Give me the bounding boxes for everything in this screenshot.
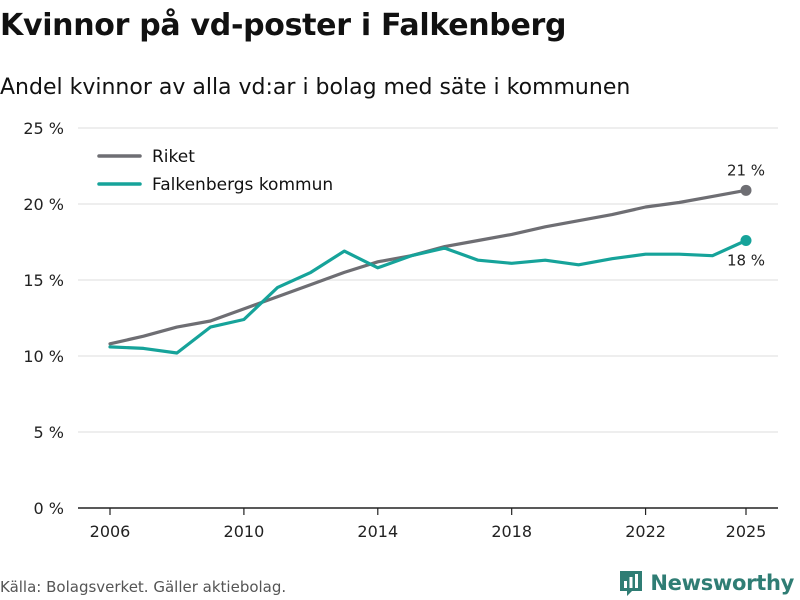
x-tick-label: 2014 bbox=[357, 522, 398, 541]
grid-layer bbox=[78, 127, 778, 433]
x-tick-label: 2018 bbox=[491, 522, 532, 541]
x-tick-label: 2010 bbox=[224, 522, 265, 541]
y-tick-label: 0 % bbox=[34, 499, 64, 518]
brand-logo: Newsworthy bbox=[618, 568, 794, 598]
brand-name: Newsworthy bbox=[650, 571, 794, 595]
chart-subtitle: Andel kvinnor av alla vd:ar i bolag med … bbox=[0, 75, 631, 100]
x-tick-label: 2022 bbox=[625, 522, 666, 541]
end-label-riket: 21 % bbox=[727, 161, 765, 179]
newsworthy-logo-icon bbox=[620, 571, 643, 596]
chart-title: Kvinnor på vd-poster i Falkenberg bbox=[0, 8, 567, 43]
x-tick-label: 2025 bbox=[726, 522, 767, 541]
y-tick-label: 20 % bbox=[23, 195, 64, 214]
y-tick-label: 25 % bbox=[23, 119, 64, 138]
source-note: Källa: Bolagsverket. Gäller aktiebolag. bbox=[0, 578, 287, 596]
legend-label-falkenberg: Falkenbergs kommun bbox=[152, 175, 333, 195]
x-tick-label: 2006 bbox=[90, 522, 131, 541]
end-label-falkenberg: 18 % bbox=[727, 251, 765, 269]
end-labels: 21 % 18 % bbox=[727, 161, 765, 269]
end-point-falkenberg bbox=[740, 234, 752, 246]
y-tick-label: 5 % bbox=[34, 423, 64, 442]
legend-label-riket: Riket bbox=[152, 147, 195, 167]
series-line-riket bbox=[108, 188, 748, 346]
axis-layer: 0 % 5 % 10 % 15 % 20 % 25 % 2006 2010 2014 2018 20… bbox=[23, 119, 778, 541]
end-point-riket bbox=[740, 184, 752, 196]
y-tick-label: 10 % bbox=[23, 347, 64, 366]
series-layer bbox=[108, 184, 752, 355]
y-tick-label: 15 % bbox=[23, 271, 64, 290]
series-line-falkenberg bbox=[108, 238, 748, 355]
legend: Riket Falkenbergs kommun bbox=[97, 147, 333, 195]
